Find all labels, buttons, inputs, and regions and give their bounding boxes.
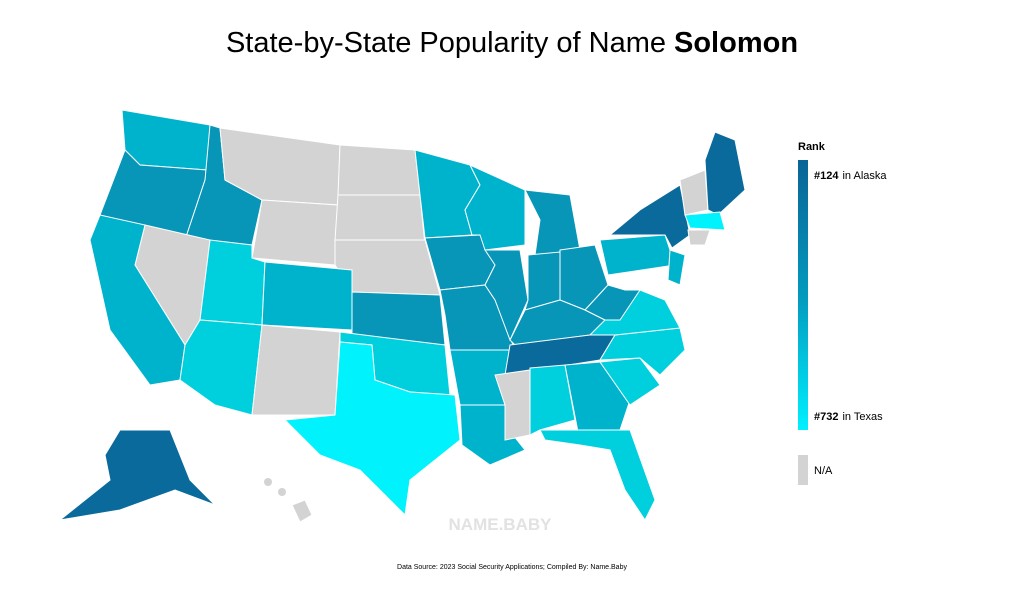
- legend-top-rank: #124: [814, 170, 839, 182]
- us-map: [58, 109, 746, 523]
- legend-bottom-rank: #732: [814, 411, 838, 423]
- legend-bottom: #732 in Texas: [814, 411, 883, 423]
- legend-top: #124 in Alaska: [814, 170, 887, 182]
- title: State-by-State Popularity of Name Solomon: [226, 27, 798, 59]
- legend-top-label: in Alaska: [842, 170, 887, 182]
- title-name: Solomon: [674, 27, 798, 59]
- legend-title: Rank: [798, 141, 826, 153]
- legend-na-swatch: [798, 455, 808, 485]
- legend-na: N/A: [814, 465, 833, 477]
- watermark: NAME.BABY: [449, 515, 553, 534]
- legend-gradient: [798, 160, 808, 430]
- title-text: State-by-State Popularity of Name: [226, 27, 666, 59]
- legend-bottom-label: in Texas: [842, 411, 883, 423]
- source: Data Source: 2023 Social Security Applic…: [397, 564, 627, 571]
